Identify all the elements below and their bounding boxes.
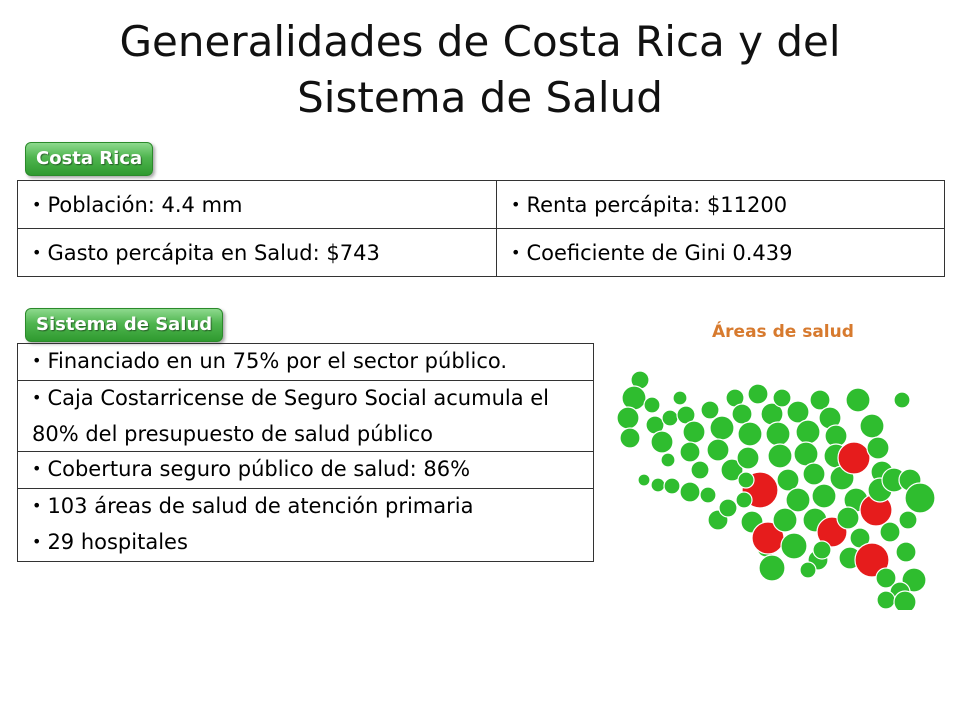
health-area-circle bbox=[747, 383, 769, 405]
health-area-circle bbox=[720, 458, 744, 482]
health-area-circle bbox=[737, 471, 755, 489]
sistema-salud-table: Financiado en un 75% por el sector públi… bbox=[17, 343, 594, 562]
health-area-circle bbox=[895, 541, 917, 563]
health-area-circle bbox=[904, 482, 936, 514]
health-area-circle bbox=[876, 590, 896, 610]
health-area-circle bbox=[663, 477, 681, 495]
health-area-circle bbox=[875, 567, 897, 589]
health-areas-map bbox=[616, 370, 936, 610]
table-cell: Financiado en un 75% por el sector públi… bbox=[17, 343, 594, 381]
table-row: Población: 4.4 mm Renta percápita: $1120… bbox=[17, 180, 945, 229]
table-row: Financiado en un 75% por el sector públi… bbox=[17, 343, 594, 381]
table-row: Cobertura seguro público de salud: 86% bbox=[17, 451, 594, 489]
table-cell: Cobertura seguro público de salud: 86% bbox=[17, 451, 594, 489]
health-area-circle bbox=[776, 468, 800, 492]
health-area-circle bbox=[690, 460, 710, 480]
hospitales-text: 29 hospitales bbox=[32, 525, 579, 561]
health-area-circle bbox=[737, 421, 763, 447]
health-area-circle bbox=[731, 403, 753, 425]
health-area-circle bbox=[616, 406, 640, 430]
health-area-circle bbox=[619, 427, 641, 449]
slide-title: Generalidades de Costa Rica y del Sistem… bbox=[119, 17, 841, 122]
caja-text: Caja Costarricense de Seguro Social acum… bbox=[32, 381, 579, 451]
health-area-circle bbox=[811, 483, 837, 509]
health-area-circle bbox=[699, 486, 717, 504]
health-area-circle bbox=[679, 441, 701, 463]
health-area-circle bbox=[700, 400, 720, 420]
health-area-circle bbox=[767, 443, 793, 469]
health-area-circle bbox=[780, 532, 808, 560]
health-area-circle bbox=[735, 491, 753, 509]
health-area-circle bbox=[709, 415, 735, 441]
health-area-circle bbox=[672, 390, 688, 406]
hospital-area-circle bbox=[854, 542, 890, 578]
health-area-circle bbox=[845, 387, 871, 413]
health-area-circle bbox=[650, 430, 674, 454]
cobertura-text: Cobertura seguro público de salud: 86% bbox=[32, 452, 579, 488]
health-area-circle bbox=[799, 561, 817, 579]
hospital-area-circle bbox=[837, 441, 871, 475]
costa-rica-tag: Costa Rica bbox=[25, 142, 154, 176]
poblacion-text: Población: 4.4 mm bbox=[32, 193, 242, 217]
health-area-circle bbox=[682, 420, 706, 444]
health-area-circle bbox=[812, 540, 832, 560]
table-row: 103 áreas de salud de atención primaria … bbox=[17, 488, 594, 562]
table-cell: Renta percápita: $11200 bbox=[496, 180, 945, 229]
health-area-circle bbox=[802, 462, 826, 486]
health-area-circle bbox=[879, 521, 901, 543]
health-area-circle bbox=[765, 421, 791, 447]
health-area-circle bbox=[786, 400, 810, 424]
health-area-circle bbox=[793, 441, 819, 467]
health-area-circle bbox=[785, 487, 811, 513]
table-cell: Caja Costarricense de Seguro Social acum… bbox=[17, 380, 594, 452]
areas-text: 103 áreas de salud de atención primaria bbox=[32, 489, 579, 525]
health-area-circle bbox=[859, 413, 885, 439]
health-area-circle bbox=[621, 385, 647, 411]
health-area-circle bbox=[661, 409, 679, 427]
health-area-circle bbox=[643, 396, 661, 414]
health-area-circle bbox=[718, 498, 738, 518]
health-area-circle bbox=[893, 391, 911, 409]
health-area-circle bbox=[836, 506, 860, 530]
table-cell: Población: 4.4 mm bbox=[17, 180, 497, 229]
health-area-circle bbox=[898, 510, 918, 530]
table-cell: Gasto percápita en Salud: $743 bbox=[17, 228, 497, 277]
health-area-circle bbox=[795, 419, 821, 445]
map-label: Áreas de salud bbox=[712, 322, 854, 342]
health-area-circle bbox=[772, 507, 798, 533]
table-row: Gasto percápita en Salud: $743 Coeficien… bbox=[17, 228, 945, 277]
gasto-text: Gasto percápita en Salud: $743 bbox=[32, 241, 379, 265]
health-area-circle bbox=[660, 452, 676, 468]
health-area-circle bbox=[893, 590, 917, 610]
health-area-circle bbox=[706, 438, 730, 462]
table-row: Caja Costarricense de Seguro Social acum… bbox=[17, 380, 594, 452]
table-cell: 103 áreas de salud de atención primaria … bbox=[17, 488, 594, 562]
health-area-circle bbox=[758, 554, 786, 582]
health-area-circle bbox=[809, 389, 831, 411]
health-area-circle bbox=[772, 388, 792, 408]
health-area-circle bbox=[637, 473, 651, 487]
health-area-circle bbox=[736, 446, 760, 470]
health-area-circle bbox=[679, 481, 701, 503]
gini-text: Coeficiente de Gini 0.439 bbox=[511, 241, 792, 265]
renta-text: Renta percápita: $11200 bbox=[511, 193, 787, 217]
costa-rica-table: Población: 4.4 mm Renta percápita: $1120… bbox=[17, 180, 945, 277]
table-cell: Coeficiente de Gini 0.439 bbox=[496, 228, 945, 277]
health-area-circle bbox=[866, 436, 890, 460]
health-area-circle bbox=[650, 477, 666, 493]
sistema-salud-tag: Sistema de Salud bbox=[25, 308, 224, 342]
financiado-text: Financiado en un 75% por el sector públi… bbox=[32, 344, 579, 380]
